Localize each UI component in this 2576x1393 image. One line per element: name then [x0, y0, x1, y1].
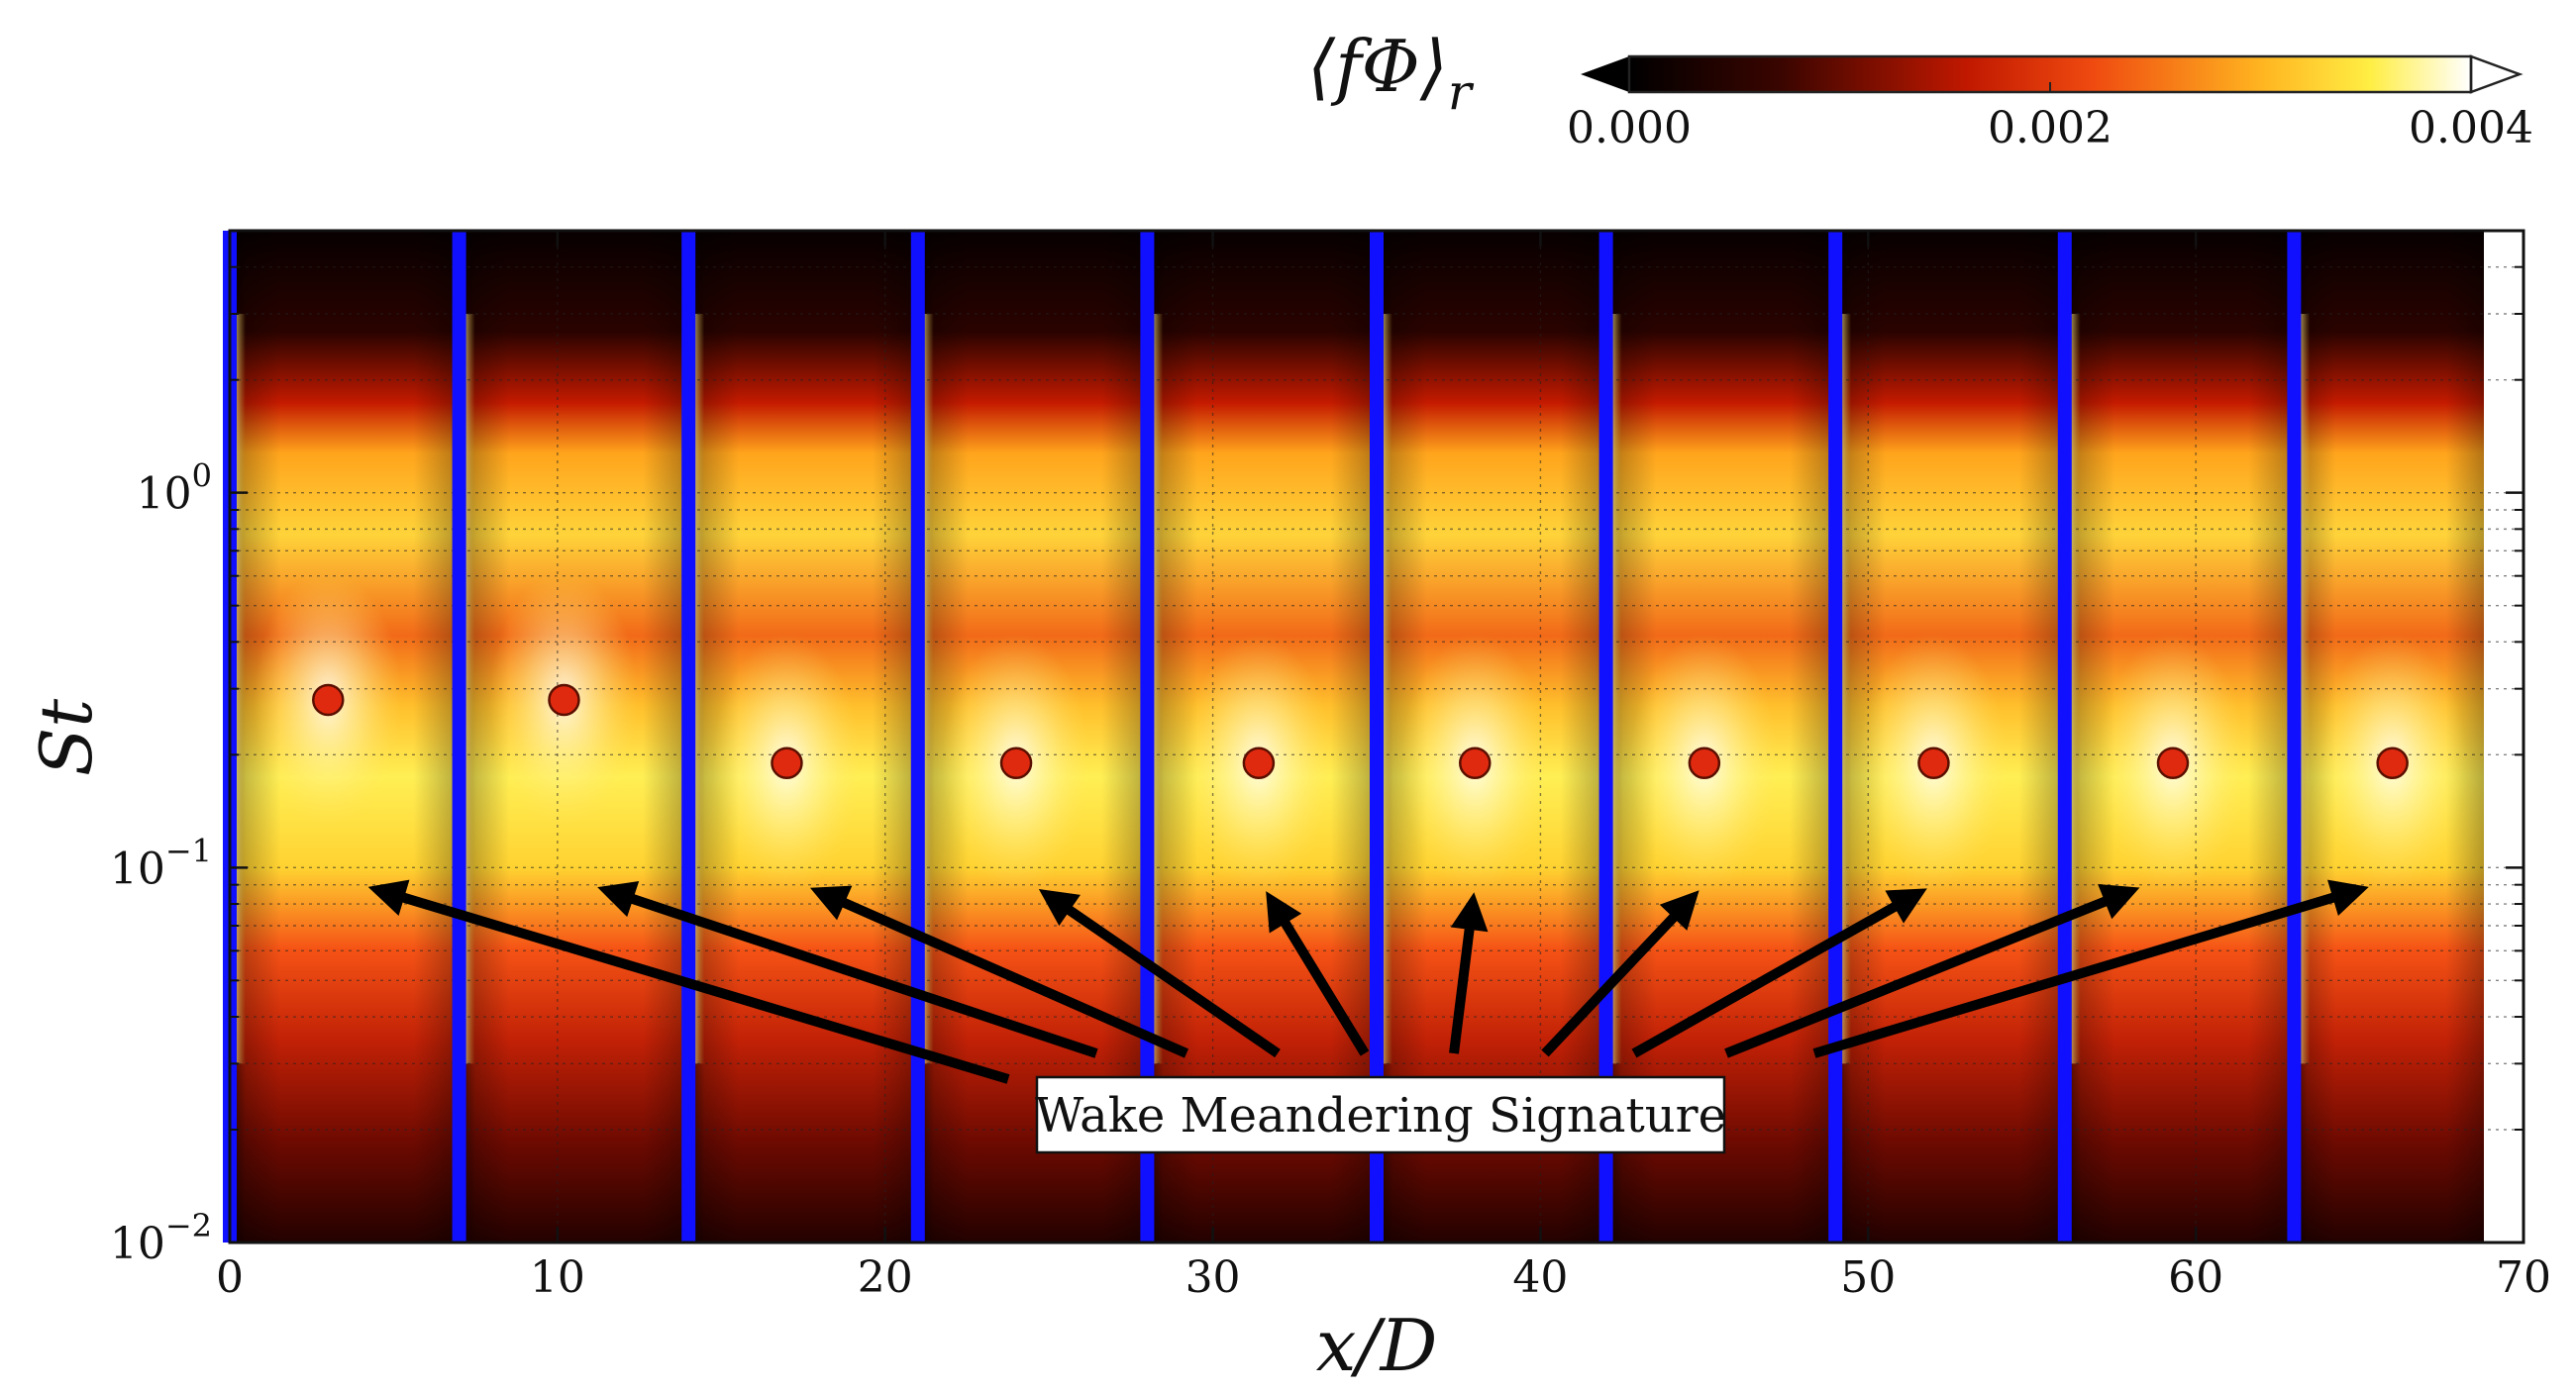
turbine-line [2057, 231, 2072, 1243]
y-axis-ticks: 10−2 10−1 100 [110, 265, 2524, 1269]
spectral-peak-marker [2376, 746, 2409, 780]
x-tick-label: 20 [858, 1252, 913, 1303]
plot-area: Wake Meandering Signature 0 10 20 30 40 50 60 7… [25, 229, 2551, 1387]
x-tick-label: 30 [1185, 1252, 1241, 1303]
colorbar-extend-low [1581, 56, 1629, 92]
colorbar-tick-label: 0.000 [1567, 103, 1692, 153]
annotation-arrow [1266, 891, 1370, 1056]
annotation-arrow [1724, 884, 2140, 1058]
spectral-peak-marker [312, 683, 345, 717]
annotation-arrow [1812, 879, 2369, 1058]
annotation-arrow [367, 879, 1010, 1084]
turbine-line [1140, 231, 1155, 1243]
x-tick-label: 50 [1840, 1252, 1896, 1303]
colorbar-tick-label: 0.004 [2409, 103, 2533, 153]
y-tick-label: 10−2 [110, 1207, 212, 1269]
colorbar-extend-high [2469, 54, 2524, 94]
x-axis-label: x/D [1316, 1304, 1438, 1387]
turbine-line [2287, 231, 2302, 1243]
x-tick-label: 70 [2496, 1252, 2551, 1303]
x-tick-label: 40 [1512, 1252, 1568, 1303]
spectral-peak-marker [999, 746, 1033, 780]
x-axis-ticks: 0 10 20 30 40 50 60 70 [216, 231, 2551, 1303]
spectral-peak-marker [1917, 746, 1950, 780]
spectral-peak-marker [1688, 746, 1721, 780]
spectral-peak-marker [1459, 746, 1492, 780]
y-tick-label: 100 [137, 457, 212, 520]
annotation-box-frame [1035, 1075, 1726, 1154]
heatmap [230, 231, 2484, 1243]
x-tick-label: 60 [2168, 1252, 2223, 1303]
colorbar: ⟨fΦ⟩r 0.000 0.002 0.004 [1307, 25, 2533, 153]
annotation-arrow [809, 885, 1189, 1058]
annotation-arrow [1449, 892, 1489, 1054]
colorbar-tick-label: 0.002 [1988, 103, 2112, 153]
colorbar-label-subscript: r [1448, 63, 1475, 121]
plot-frame [228, 229, 2525, 1244]
colorbar-ticks: 0.000 0.002 0.004 [1567, 82, 2533, 153]
y-axis-label: St [25, 698, 108, 776]
y-tick-label: 10−1 [110, 832, 212, 894]
spectral-peak-marker [548, 683, 580, 717]
x-tick-label: 0 [216, 1252, 244, 1303]
annotation-text: Wake Meandering Signature [1035, 1088, 1726, 1144]
turbine-line [681, 231, 696, 1243]
turbine-lines [223, 231, 2302, 1243]
annotation-arrow [1541, 890, 1700, 1057]
spectral-peak-marker [2156, 746, 2190, 780]
x-tick-label: 10 [530, 1252, 585, 1303]
spectral-peak-markers [312, 683, 2409, 780]
turbine-line [1828, 231, 1843, 1243]
turbine-line [452, 231, 466, 1243]
annotation-arrow [1631, 888, 1927, 1058]
spectral-peak-marker [771, 746, 803, 780]
annotation-arrow [1038, 888, 1281, 1058]
spectral-peak-marker [1242, 746, 1276, 780]
turbine-line [910, 231, 925, 1243]
annotation-arrow [597, 881, 1098, 1058]
annotation-arrows [367, 879, 2369, 1084]
annotation-box: Wake Meandering Signature [1035, 1075, 1726, 1154]
turbine-line [1370, 231, 1384, 1243]
colorbar-label: ⟨fΦ⟩r [1307, 25, 1475, 121]
